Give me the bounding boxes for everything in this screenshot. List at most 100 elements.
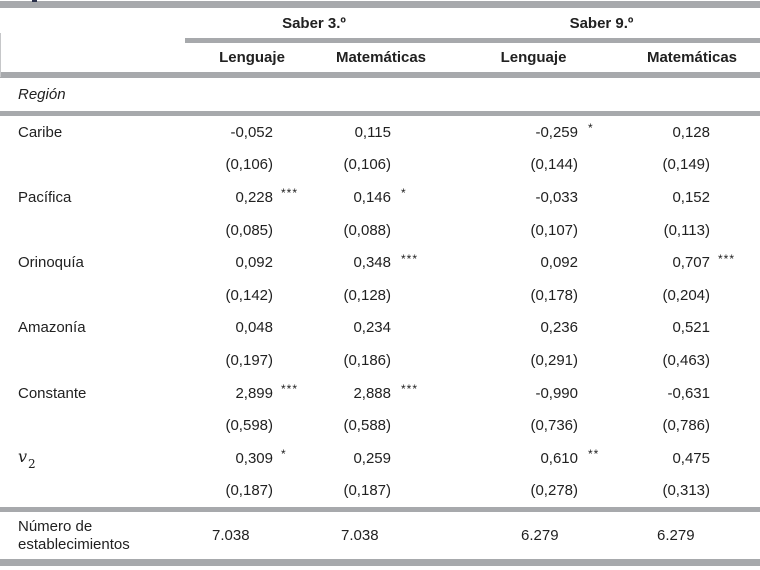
se-star-gap (578, 279, 624, 312)
group-header-row: Saber 3.º Saber 9.º (0, 8, 760, 38)
stars-saber9-lenguaje (578, 312, 624, 345)
coef-saber9-matematicas: 0,521 (672, 319, 710, 337)
coef-saber3-matematicas: 0,234 (353, 319, 391, 337)
page-edge-artifact (0, 33, 1, 77)
coef-saber3-lenguaje: 2,899 (235, 384, 273, 402)
stars-saber3-matematicas: * (401, 186, 407, 201)
se-saber9-matematicas: (0,149) (662, 156, 710, 174)
footer-row: Número de establecimientos 7.038 7.038 6… (0, 512, 760, 559)
row-label-empty (0, 344, 185, 377)
coef-saber3-matematicas: 0,146 (353, 188, 391, 206)
coef-saber3-lenguaje: 0,309 (235, 449, 273, 467)
se-star-gap (273, 409, 319, 442)
stars-saber3-lenguaje (273, 116, 319, 149)
se-star-gap (391, 214, 443, 247)
row-label-empty (0, 409, 185, 442)
row-label: Constante (18, 384, 87, 402)
crop-artifact (32, 0, 37, 2)
coef-saber9-lenguaje: -0,990 (535, 384, 578, 402)
coef-saber9-lenguaje: 0,092 (540, 254, 578, 272)
se-star-gap (273, 149, 319, 182)
row-label: Caribe (18, 123, 63, 141)
column-header-matematicas-9: Matemáticas (646, 49, 738, 66)
stars-saber9-lenguaje (578, 246, 624, 279)
stars-saber3-matematicas: *** (401, 251, 419, 266)
row-label: Orinoquía (18, 254, 84, 272)
footer-value-saber9-lenguaje: 6.279 (521, 527, 559, 545)
se-star-gap (710, 279, 760, 312)
se-saber3-matematicas: (0,088) (343, 221, 391, 239)
section-label-region: Región (18, 86, 66, 103)
se-star-gap (578, 149, 624, 182)
se-star-gap (710, 344, 760, 377)
stars-saber3-lenguaje (273, 246, 319, 279)
se-saber9-matematicas: (0,786) (662, 417, 710, 435)
se-saber3-lenguaje: (0,187) (225, 482, 273, 500)
se-saber9-matematicas: (0,313) (662, 482, 710, 500)
stars-saber9-matematicas (710, 116, 760, 149)
stars-saber9-matematicas (710, 181, 760, 214)
stars-saber9-matematicas (710, 312, 760, 345)
stars-saber3-matematicas (391, 442, 443, 475)
se-star-gap (710, 214, 760, 247)
se-saber3-lenguaje: (0,085) (225, 221, 273, 239)
se-saber3-lenguaje: (0,598) (225, 417, 273, 435)
stars-saber3-lenguaje (273, 312, 319, 345)
se-saber3-matematicas: (0,588) (343, 417, 391, 435)
se-saber3-matematicas: (0,128) (343, 286, 391, 304)
se-saber3-lenguaje: (0,142) (225, 286, 273, 304)
coef-saber3-lenguaje: 0,048 (235, 319, 273, 337)
column-header-matematicas-3: Matemáticas (335, 49, 427, 66)
coef-saber9-lenguaje: -0,033 (535, 188, 578, 206)
stars-saber3-matematicas (391, 116, 443, 149)
se-star-gap (273, 475, 319, 508)
se-saber9-lenguaje: (0,736) (530, 417, 578, 435)
se-saber3-matematicas: (0,106) (343, 156, 391, 174)
se-star-gap (391, 149, 443, 182)
row-label: Pacífica (18, 188, 72, 206)
footer-top-rule (0, 507, 760, 513)
row-label-empty (0, 475, 185, 508)
row-label: Amazonía (18, 319, 86, 337)
se-star-gap (391, 409, 443, 442)
se-saber9-lenguaje: (0,291) (530, 351, 578, 369)
stars-saber9-lenguaje: ** (588, 447, 600, 462)
group-header-rule (185, 38, 760, 43)
se-star-gap (273, 214, 319, 247)
row-label-empty (0, 214, 185, 247)
footer-value-saber3-lenguaje: 7.038 (212, 527, 250, 545)
coef-saber9-matematicas: 0,128 (672, 123, 710, 141)
stars-saber9-lenguaje (578, 377, 624, 410)
coef-saber3-matematicas: 0,348 (353, 254, 391, 272)
coef-saber3-matematicas: 0,115 (354, 123, 391, 141)
coef-saber9-matematicas: -0,631 (667, 384, 710, 402)
se-star-gap (710, 149, 760, 182)
se-saber9-lenguaje: (0,107) (530, 221, 578, 239)
coef-saber3-matematicas: 0,259 (353, 449, 391, 467)
coef-saber9-matematicas: 0,707 (672, 254, 710, 272)
footer-label: Número de establecimientos (18, 518, 130, 553)
row-label-empty (0, 149, 185, 182)
stars-saber9-matematicas (710, 377, 760, 410)
column-header-row: Lenguaje Matemáticas Lenguaje Matemática… (0, 43, 760, 72)
coef-saber3-lenguaje: -0,052 (230, 123, 273, 141)
se-star-gap (391, 475, 443, 508)
se-saber9-matematicas: (0,463) (662, 351, 710, 369)
table-bottom-rule (0, 559, 760, 567)
section-row: Región (0, 78, 760, 111)
stars-saber3-lenguaje: *** (281, 186, 299, 201)
stars-saber9-lenguaje: * (588, 121, 594, 136)
coef-saber9-lenguaje: 0,610 (540, 449, 578, 467)
se-saber3-matematicas: (0,186) (343, 351, 391, 369)
stars-saber3-matematicas: *** (401, 382, 419, 397)
table-top-rule (0, 1, 760, 8)
header-bottom-rule (0, 72, 760, 78)
se-star-gap (391, 279, 443, 312)
section-rule (0, 111, 760, 116)
column-header-lenguaje-3: Lenguaje (219, 49, 285, 66)
se-star-gap (710, 409, 760, 442)
se-star-gap (273, 279, 319, 312)
table-body: Caribe -0,052 0,115 -0,259 * 0,128 (0,10… (0, 116, 760, 507)
footer-value-saber3-matematicas: 7.038 (341, 527, 379, 545)
